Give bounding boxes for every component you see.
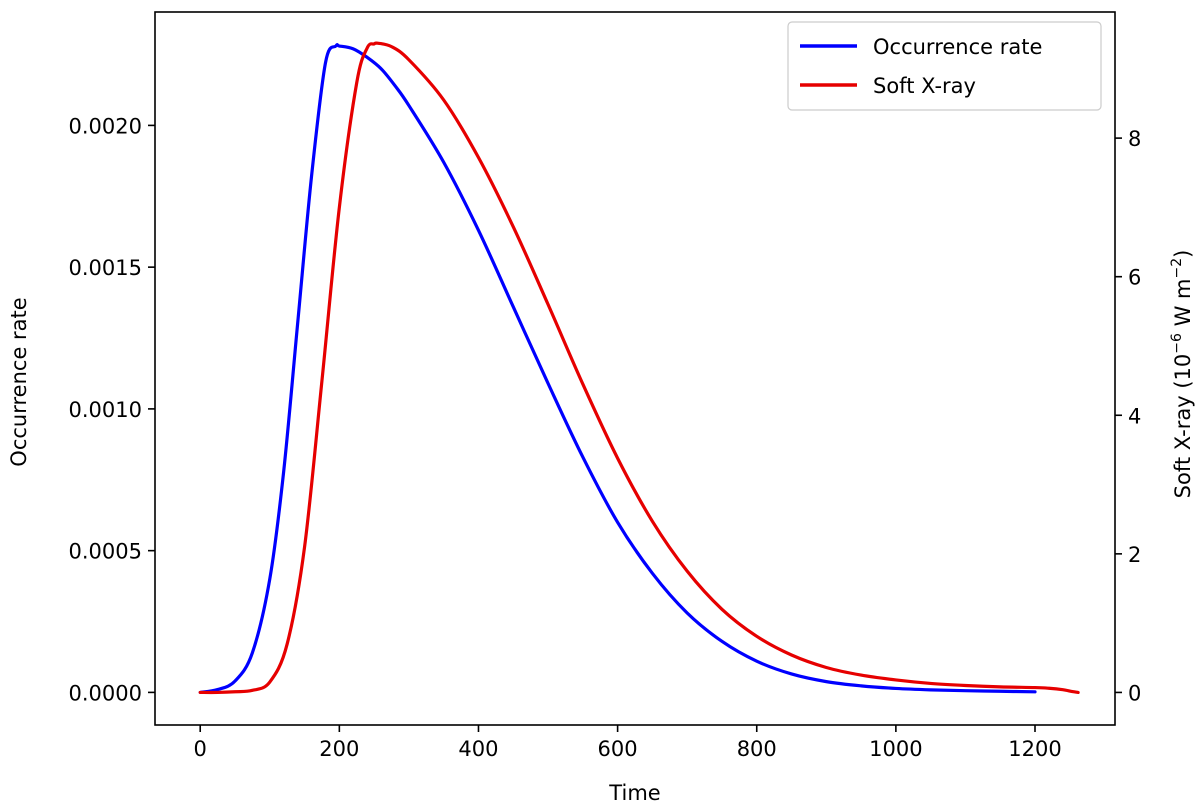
y-right-title-exp1: −6 — [1169, 333, 1185, 354]
y-right-tick-label: 2 — [1128, 543, 1141, 567]
x-tick-label: 600 — [598, 737, 638, 761]
y-right-title-part3: ) — [1171, 250, 1195, 258]
y-left-axis: 0.0000 0.0005 0.0010 0.0015 0.0020 — [69, 114, 155, 705]
y-right-tick-label: 6 — [1128, 266, 1141, 290]
x-tick-label: 800 — [737, 737, 777, 761]
y-left-tick-label: 0.0020 — [69, 114, 142, 138]
y-left-tick-label: 0.0000 — [69, 681, 142, 705]
x-tick-label: 1200 — [1008, 737, 1061, 761]
legend-label-occurrence-rate: Occurrence rate — [873, 35, 1042, 59]
y-right-title-part1: Soft X-ray (10 — [1171, 354, 1195, 499]
y-right-title-part2: W m — [1171, 279, 1195, 334]
legend-label-soft-x-ray: Soft X-ray — [873, 74, 976, 98]
y-right-title-exp2: −2 — [1169, 258, 1185, 279]
plot-frame — [154, 11, 1116, 726]
legend: Occurrence rate Soft X-ray — [787, 21, 1102, 111]
x-tick-label: 0 — [194, 737, 207, 761]
plot-lines — [198, 41, 1080, 695]
y-right-tick-label: 8 — [1128, 127, 1141, 151]
y-left-tick-label: 0.0010 — [69, 398, 142, 422]
y-left-tick-label: 0.0015 — [69, 256, 142, 280]
y-right-tick-label: 4 — [1128, 404, 1141, 428]
y-left-axis-title: Occurrence rate — [7, 297, 31, 466]
x-tick-label: 1000 — [869, 737, 922, 761]
y-right-axis-title: Soft X-ray (10−6 W m−2) — [1169, 250, 1195, 499]
x-tick-label: 400 — [458, 737, 498, 761]
x-axis: 0 200 400 600 800 1000 1200 — [194, 725, 1062, 761]
y-right-tick-label: 0 — [1128, 681, 1141, 705]
y-right-axis: 0 2 4 6 8 — [1115, 127, 1141, 705]
x-axis-title: Time — [608, 781, 660, 805]
series-line-occurrence-rate — [198, 43, 1037, 694]
y-left-tick-label: 0.0005 — [69, 540, 142, 564]
series-line-soft-x-ray — [198, 41, 1080, 695]
x-tick-label: 200 — [319, 737, 359, 761]
legend-box — [787, 21, 1102, 111]
